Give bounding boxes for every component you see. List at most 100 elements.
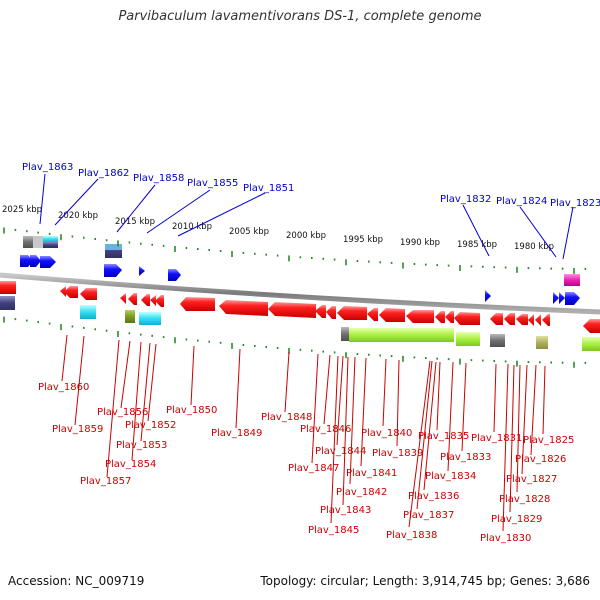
- reverse-gene: [326, 306, 336, 319]
- gene-label-plav-1847: Plav_1847: [288, 463, 339, 474]
- scale-label: 1980 kbp: [514, 242, 554, 252]
- gene-label-plav-1830: Plav_1830: [480, 533, 531, 544]
- forward-label-leaders: [39, 173, 574, 260]
- forward-gene: [139, 266, 145, 276]
- gene-label-plav-1838: Plav_1838: [386, 530, 437, 541]
- forward-gene: [559, 292, 565, 304]
- reverse-gene: [583, 319, 600, 333]
- gene-label-plav-1828: Plav_1828: [499, 494, 550, 505]
- reverse-gene: [268, 302, 316, 318]
- reverse-gene: [155, 295, 164, 307]
- gene-label-plav-1862: Plav_1862: [78, 168, 129, 179]
- gene-label-plav-1855: Plav_1855: [187, 178, 238, 189]
- gene-label-plav-1841: Plav_1841: [346, 468, 397, 479]
- forward-gene: [40, 256, 56, 268]
- gene-label-plav-1835: Plav_1835: [418, 431, 469, 442]
- reverse-gene: [337, 306, 367, 320]
- scale-label: 2005 kbp: [229, 227, 269, 237]
- reverse-gene: [528, 314, 534, 326]
- gene-label-plav-1832: Plav_1832: [440, 194, 491, 205]
- gene-label-plav-1860: Plav_1860: [38, 382, 89, 393]
- gene-label-plav-1833: Plav_1833: [440, 452, 491, 463]
- forward-gene: [20, 255, 33, 267]
- gene-label-plav-1858: Plav_1858: [133, 173, 184, 184]
- reverse-gene: [504, 313, 515, 325]
- gene-label-plav-1844: Plav_1844: [315, 446, 366, 457]
- forward-strand-genes: [20, 255, 580, 305]
- gene-label-plav-1849: Plav_1849: [211, 428, 262, 439]
- reverse-gene: [120, 293, 126, 304]
- gene-label-plav-1846: Plav_1846: [300, 424, 351, 435]
- reverse-gene: [379, 308, 405, 322]
- reverse-gene-labels: Plav_1860 Plav_1859 Plav_1856 Plav_1857 …: [38, 382, 574, 544]
- gene-label-plav-1825: Plav_1825: [523, 435, 574, 446]
- gene-label-plav-1854: Plav_1854: [105, 459, 156, 470]
- scale-label: 1990 kbp: [400, 238, 440, 248]
- gene-label-plav-1831: Plav_1831: [471, 433, 522, 444]
- scale-label: 2015 kbp: [115, 217, 155, 227]
- forward-gene: [565, 292, 580, 305]
- gene-label-plav-1829: Plav_1829: [491, 514, 542, 525]
- reverse-gene: [490, 313, 503, 325]
- scale-labels: 2025 kbp 2020 kbp 2015 kbp 2010 kbp 2005…: [2, 205, 554, 252]
- gene-label-plav-1827: Plav_1827: [506, 474, 557, 485]
- genome-summary-text: Topology: circular; Length: 3,914,745 bp…: [260, 574, 590, 588]
- cog-category-boxes-top: [23, 236, 580, 286]
- reverse-gene: [454, 312, 480, 325]
- scale-label: 2025 kbp: [2, 205, 42, 215]
- gene-label-plav-1836: Plav_1836: [408, 491, 459, 502]
- gene-label-plav-1845: Plav_1845: [308, 525, 359, 536]
- reverse-gene: [80, 288, 97, 300]
- reverse-gene: [60, 286, 66, 297]
- reverse-gene: [367, 308, 378, 321]
- reverse-strand-genes: [0, 281, 600, 333]
- scale-label: 1985 kbp: [457, 240, 497, 250]
- reverse-gene: [150, 295, 156, 306]
- gene-label-plav-1823: Plav_1823: [550, 198, 600, 209]
- scale-label: 2000 kbp: [286, 231, 326, 241]
- gene-label-plav-1843: Plav_1843: [320, 505, 371, 516]
- scale-ticks-bottom: [3, 316, 587, 368]
- gene-label-plav-1852: Plav_1852: [125, 420, 176, 431]
- gene-label-plav-1848: Plav_1848: [261, 412, 312, 423]
- reverse-gene: [315, 305, 326, 318]
- reverse-gene: [445, 311, 454, 323]
- scale-label: 2020 kbp: [58, 211, 98, 221]
- forward-gene: [168, 269, 181, 281]
- gene-label-plav-1857: Plav_1857: [80, 476, 131, 487]
- gene-label-plav-1859: Plav_1859: [52, 424, 103, 435]
- gene-label-plav-1851: Plav_1851: [243, 183, 294, 194]
- forward-gene: [553, 292, 559, 304]
- forward-gene: [104, 264, 122, 277]
- gene-label-plav-1863: Plav_1863: [22, 162, 73, 173]
- reverse-gene: [542, 314, 550, 326]
- reverse-gene: [535, 314, 541, 326]
- reverse-gene: [516, 314, 528, 325]
- gene-label-plav-1837: Plav_1837: [403, 510, 454, 521]
- accession-text: Accession: NC_009719: [8, 574, 145, 588]
- gene-label-plav-1856: Plav_1856: [97, 407, 148, 418]
- forward-gene: [485, 290, 491, 302]
- gene-label-plav-1839: Plav_1839: [372, 448, 423, 459]
- reverse-gene: [64, 286, 78, 298]
- gene-label-plav-1826: Plav_1826: [515, 454, 566, 465]
- gene-label-plav-1840: Plav_1840: [361, 428, 412, 439]
- forward-gene-labels: Plav_1863 Plav_1862 Plav_1858 Plav_1855 …: [22, 162, 600, 209]
- reverse-gene: [128, 293, 137, 305]
- reverse-gene: [0, 281, 16, 294]
- gene-label-plav-1842: Plav_1842: [336, 487, 387, 498]
- gene-label-plav-1850: Plav_1850: [166, 405, 217, 416]
- gene-label-plav-1853: Plav_1853: [116, 440, 167, 451]
- cog-category-boxes-bottom: [0, 296, 600, 351]
- reverse-gene: [406, 310, 434, 323]
- reverse-gene: [435, 311, 445, 323]
- reverse-gene: [219, 300, 268, 316]
- scale-label: 1995 kbp: [343, 235, 383, 245]
- gene-label-plav-1834: Plav_1834: [425, 471, 476, 482]
- scale-label: 2010 kbp: [172, 222, 212, 232]
- reverse-label-leaders: [61, 334, 546, 532]
- forward-gene: [30, 255, 41, 267]
- gene-label-plav-1824: Plav_1824: [496, 196, 547, 207]
- scale-ticks-top: [3, 227, 587, 274]
